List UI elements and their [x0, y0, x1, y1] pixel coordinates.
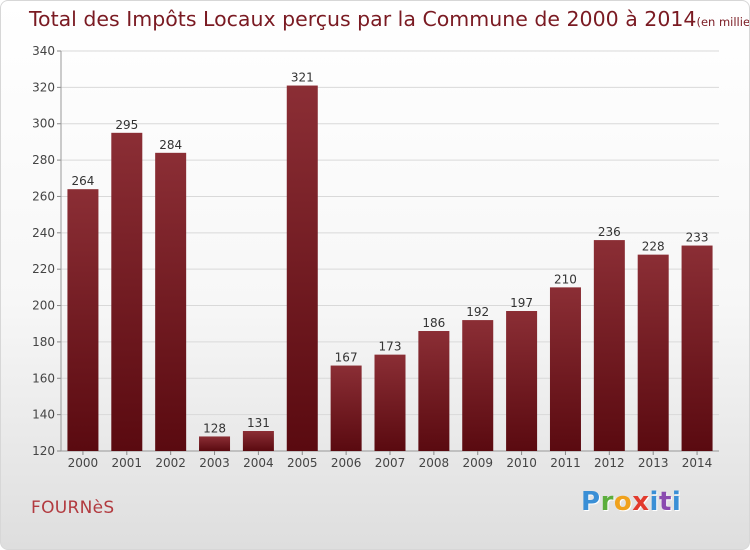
bar-2002: [155, 152, 187, 451]
bar-2014: [681, 245, 713, 451]
data-label-2014: 233: [686, 231, 709, 245]
data-label-2010: 197: [510, 296, 533, 310]
proxiti-logo[interactable]: Proxiti: [581, 487, 682, 517]
x-tick-label-2007: 2007: [375, 456, 406, 470]
x-tick-label-2004: 2004: [243, 456, 274, 470]
y-tick-label: 240: [32, 226, 55, 240]
data-label-2005: 321: [291, 71, 314, 85]
bar-2003: [199, 436, 231, 451]
x-tick-label-2010: 2010: [506, 456, 537, 470]
chart-title: Total des Impôts Locaux perçus par la Co…: [29, 7, 697, 31]
x-tick-label-2014: 2014: [682, 456, 713, 470]
x-tick-label-2009: 2009: [462, 456, 493, 470]
x-tick-label-2005: 2005: [287, 456, 318, 470]
bar-2006: [330, 365, 362, 451]
y-tick-label: 160: [32, 371, 55, 385]
data-label-2012: 236: [598, 225, 621, 239]
data-label-2000: 264: [71, 174, 94, 188]
data-label-2007: 173: [379, 340, 402, 354]
bar-2012: [593, 240, 625, 451]
data-label-2011: 210: [554, 272, 577, 286]
bar-2011: [549, 287, 581, 451]
commune-name: FOURNèS: [31, 498, 115, 518]
x-tick-label-2003: 2003: [199, 456, 230, 470]
data-label-2004: 131: [247, 416, 270, 430]
data-label-2002: 284: [159, 138, 182, 152]
data-labels: 264 295 284 128 131 321 167 173 186 192 197 210 236 2…: [71, 71, 708, 436]
chart-title-block: Total des Impôts Locaux perçus par la Co…: [29, 7, 750, 31]
x-tick-label-2013: 2013: [638, 456, 669, 470]
y-tick-label: 120: [32, 444, 55, 458]
bar-2013: [637, 254, 669, 451]
bar-2005: [286, 85, 318, 451]
y-tick-label: 340: [32, 44, 55, 58]
bars: [67, 85, 713, 451]
y-tick-label: 320: [32, 80, 55, 94]
x-tick-label-2002: 2002: [155, 456, 186, 470]
data-label-2013: 228: [642, 240, 665, 254]
bar-2009: [462, 320, 494, 451]
y-tick-label: 140: [32, 408, 55, 422]
chart-unit: (en milliers d'€): [696, 15, 750, 29]
y-tick-label: 200: [32, 299, 55, 313]
bar-2000: [67, 189, 99, 451]
bar-2008: [418, 331, 450, 451]
y-tick-label: 260: [32, 189, 55, 203]
y-tick-label: 220: [32, 262, 55, 276]
x-tick-label-2000: 2000: [68, 456, 99, 470]
y-tick-label: 280: [32, 153, 55, 167]
x-tick-label-2012: 2012: [594, 456, 625, 470]
data-label-2009: 192: [466, 305, 489, 319]
y-tick-label: 300: [32, 117, 55, 131]
bar-2004: [242, 431, 274, 451]
y-tick-label: 180: [32, 335, 55, 349]
data-label-2003: 128: [203, 421, 226, 435]
x-tick-label-2006: 2006: [331, 456, 362, 470]
x-tick-label-2008: 2008: [419, 456, 450, 470]
bar-2007: [374, 354, 406, 451]
data-label-2006: 167: [335, 351, 358, 365]
x-tick-label-2011: 2011: [550, 456, 581, 470]
data-label-2001: 295: [115, 118, 138, 132]
bar-2001: [111, 132, 143, 451]
data-label-2008: 186: [422, 316, 445, 330]
bar-2010: [506, 311, 538, 451]
x-tick-label-2001: 2001: [112, 456, 143, 470]
